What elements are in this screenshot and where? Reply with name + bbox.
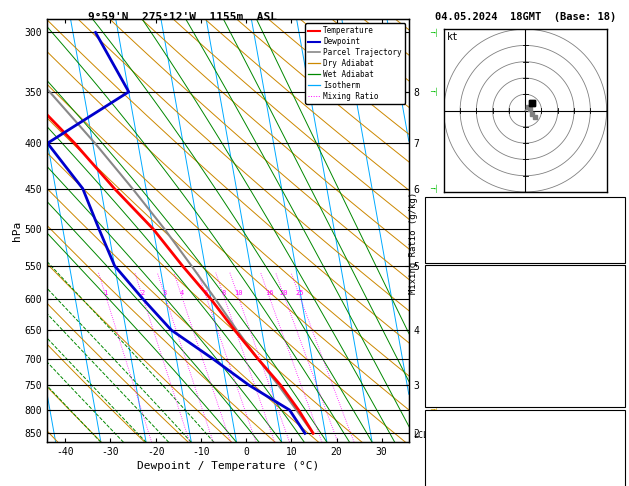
Text: 339: 339 xyxy=(604,454,621,464)
Text: Lifted Index: Lifted Index xyxy=(429,348,499,358)
Text: 25: 25 xyxy=(296,290,304,296)
Text: θₑ(K): θₑ(K) xyxy=(429,329,459,339)
Text: Totals Totals: Totals Totals xyxy=(429,222,505,232)
Text: 17: 17 xyxy=(610,203,621,213)
Text: ─┤: ─┤ xyxy=(430,406,439,414)
Text: ─┤: ─┤ xyxy=(430,429,439,437)
Text: 2: 2 xyxy=(140,290,145,296)
Text: Most Unstable: Most Unstable xyxy=(487,416,564,425)
Text: ─┤: ─┤ xyxy=(430,354,439,363)
Text: 35: 35 xyxy=(610,222,621,232)
Text: 16: 16 xyxy=(265,290,273,296)
Text: kt: kt xyxy=(447,33,459,42)
Text: 0: 0 xyxy=(616,367,621,377)
Text: 6: 6 xyxy=(204,290,208,296)
Text: 4: 4 xyxy=(616,473,621,483)
Text: K: K xyxy=(429,203,435,213)
Text: 4: 4 xyxy=(179,290,184,296)
Text: 15.5: 15.5 xyxy=(598,310,621,319)
Text: © weatheronline.co.uk: © weatheronline.co.uk xyxy=(469,472,582,481)
Text: Surface: Surface xyxy=(504,271,546,281)
Text: ─┤: ─┤ xyxy=(430,295,439,303)
Text: 9°59'N  275°12'W  1155m  ASL: 9°59'N 275°12'W 1155m ASL xyxy=(88,12,277,22)
Text: 10: 10 xyxy=(234,290,242,296)
Text: Temp (°C): Temp (°C) xyxy=(429,290,482,300)
Text: Dewp (°C): Dewp (°C) xyxy=(429,310,482,319)
Text: CAPE (J): CAPE (J) xyxy=(429,367,476,377)
Text: 17.3: 17.3 xyxy=(598,290,621,300)
X-axis label: Dewpoint / Temperature (°C): Dewpoint / Temperature (°C) xyxy=(137,461,319,471)
Text: 0: 0 xyxy=(616,386,621,396)
Text: Pressure (mb): Pressure (mb) xyxy=(429,434,505,445)
Text: ─┤: ─┤ xyxy=(430,87,439,96)
Text: 850: 850 xyxy=(604,434,621,445)
Text: 6: 6 xyxy=(616,348,621,358)
Text: ─┤: ─┤ xyxy=(430,184,439,192)
Text: θₑ (K): θₑ (K) xyxy=(429,454,464,464)
Y-axis label: km
ASL: km ASL xyxy=(430,220,448,242)
Text: 337: 337 xyxy=(604,329,621,339)
Text: 3: 3 xyxy=(163,290,167,296)
Y-axis label: hPa: hPa xyxy=(12,221,22,241)
Text: 1.75: 1.75 xyxy=(598,242,621,252)
Text: ─┤: ─┤ xyxy=(430,28,439,36)
Text: Mixing Ratio (g/kg): Mixing Ratio (g/kg) xyxy=(409,192,418,294)
Text: 20: 20 xyxy=(280,290,289,296)
Legend: Temperature, Dewpoint, Parcel Trajectory, Dry Adiabat, Wet Adiabat, Isotherm, Mi: Temperature, Dewpoint, Parcel Trajectory… xyxy=(305,23,405,104)
Text: 8: 8 xyxy=(221,290,226,296)
Text: LCL: LCL xyxy=(413,431,428,440)
Text: PW (cm): PW (cm) xyxy=(429,242,470,252)
Text: Lifted Index: Lifted Index xyxy=(429,473,499,483)
Text: CIN (J): CIN (J) xyxy=(429,386,470,396)
Text: 1: 1 xyxy=(104,290,108,296)
Text: 04.05.2024  18GMT  (Base: 18): 04.05.2024 18GMT (Base: 18) xyxy=(435,12,616,22)
